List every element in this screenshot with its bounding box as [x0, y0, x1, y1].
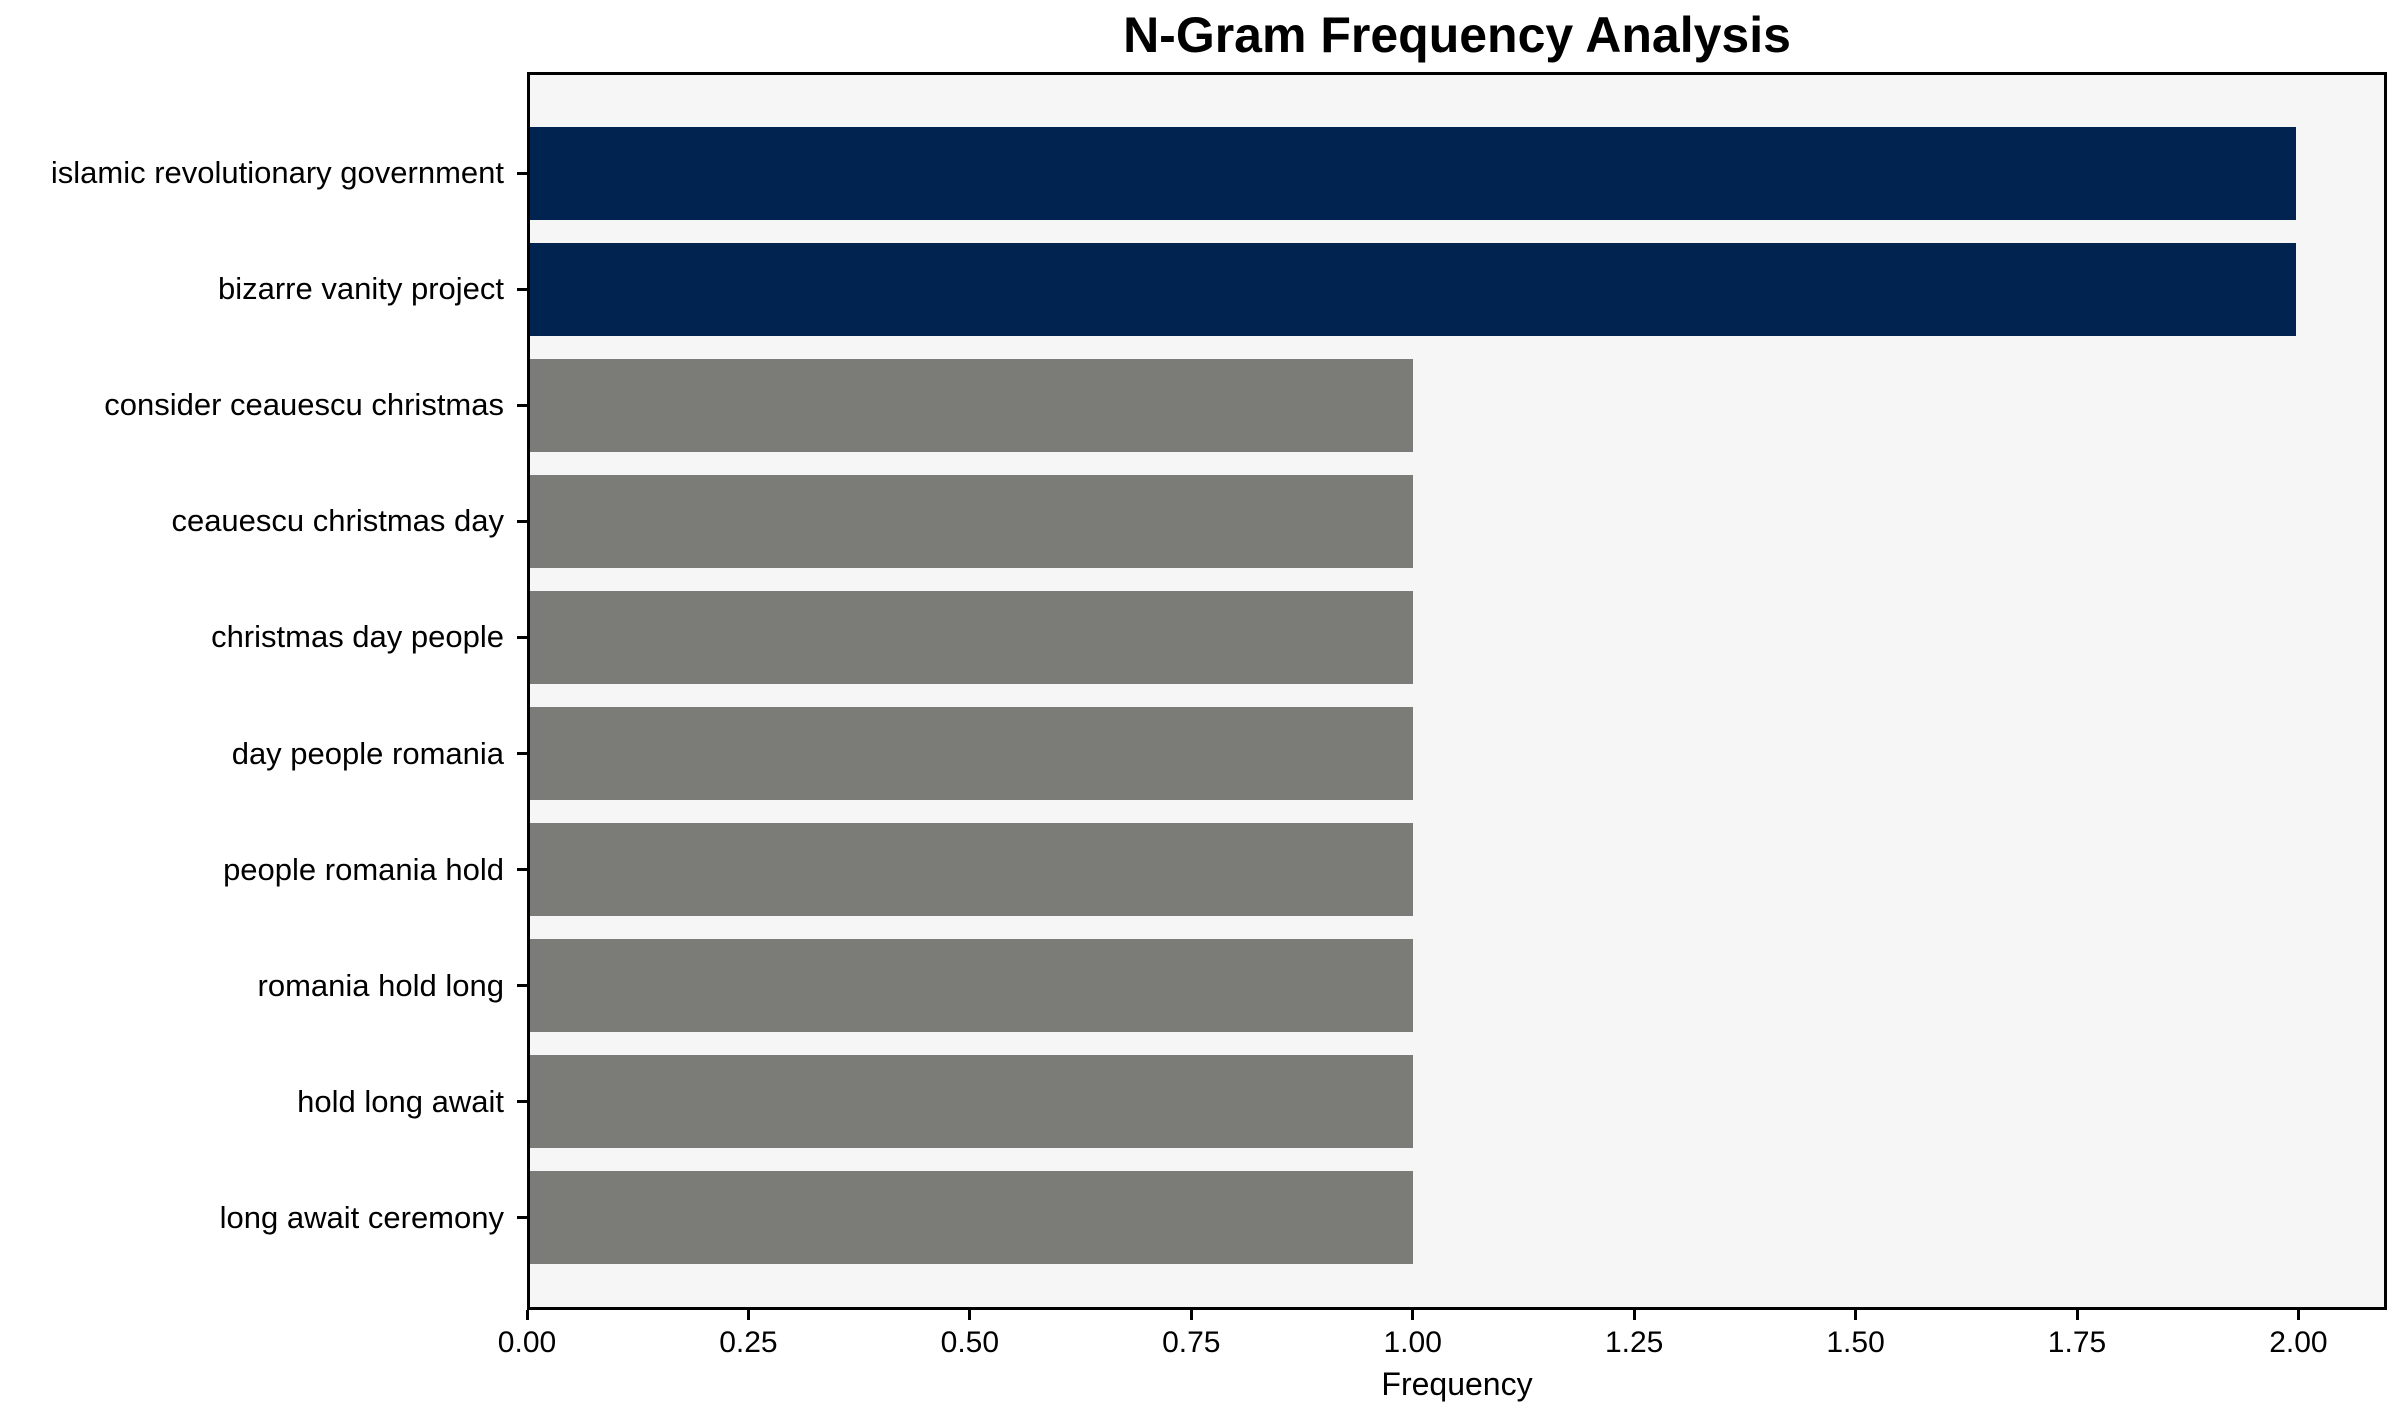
y-tick-label: ceauescu christmas day: [171, 503, 504, 539]
bar: [530, 474, 1413, 568]
x-tick-label: 0.00: [497, 1326, 557, 1359]
y-tick-mark: [517, 403, 527, 407]
x-tick-label: 1.75: [2047, 1326, 2107, 1359]
bar: [530, 358, 1413, 452]
bar: [530, 1171, 1413, 1265]
y-tick-label: consider ceauescu christmas: [104, 387, 504, 423]
y-tick-label: hold long await: [297, 1083, 504, 1119]
y-tick-label: romania hold long: [257, 967, 504, 1003]
y-tick-mark: [517, 1216, 527, 1220]
x-tick-mark: [746, 1310, 750, 1320]
x-tick-label: 1.00: [1383, 1326, 1442, 1359]
y-tick-mark: [517, 635, 527, 639]
bar: [530, 707, 1413, 800]
x-tick-mark: [968, 1310, 972, 1320]
x-tick-label: 0.25: [719, 1326, 778, 1359]
bar: [530, 242, 2296, 336]
x-tick-mark: [2075, 1310, 2079, 1320]
bar: [530, 1055, 1413, 1149]
x-tick-label: 1.50: [1826, 1326, 1885, 1359]
x-tick-label: 0.50: [940, 1326, 1000, 1359]
bar: [530, 823, 1413, 917]
y-tick-label: long await ceremony: [219, 1199, 504, 1235]
y-tick-mark: [517, 1100, 527, 1104]
y-tick-label: day people romania: [231, 735, 504, 771]
x-tick-mark: [1632, 1310, 1636, 1320]
x-tick-mark: [1411, 1310, 1415, 1320]
x-tick-mark: [2296, 1310, 2300, 1320]
y-tick-label: christmas day people: [211, 619, 504, 655]
x-tick-mark: [525, 1310, 529, 1320]
chart-title: N-Gram Frequency Analysis: [1123, 7, 1791, 63]
y-tick-label: islamic revolutionary government: [50, 155, 504, 190]
x-tick-mark: [1854, 1310, 1858, 1320]
y-tick-mark: [517, 171, 527, 175]
x-axis-label: Frequency: [1381, 1366, 1533, 1402]
x-tick-label: 1.25: [1604, 1326, 1664, 1359]
x-tick-label: 0.75: [1162, 1326, 1221, 1359]
y-tick-mark: [517, 984, 527, 988]
y-tick-mark: [517, 287, 527, 291]
plot-area: [527, 72, 2387, 1310]
bar: [530, 590, 1413, 684]
x-tick-mark: [1189, 1310, 1193, 1320]
y-tick-label: people romania hold: [223, 851, 504, 887]
y-tick-mark: [517, 868, 527, 872]
bar: [530, 126, 2296, 220]
y-tick-mark: [517, 519, 527, 523]
y-tick-label: bizarre vanity project: [217, 271, 504, 307]
x-tick-label: 2.00: [2269, 1326, 2328, 1359]
y-tick-mark: [517, 752, 527, 755]
bar: [530, 939, 1413, 1033]
